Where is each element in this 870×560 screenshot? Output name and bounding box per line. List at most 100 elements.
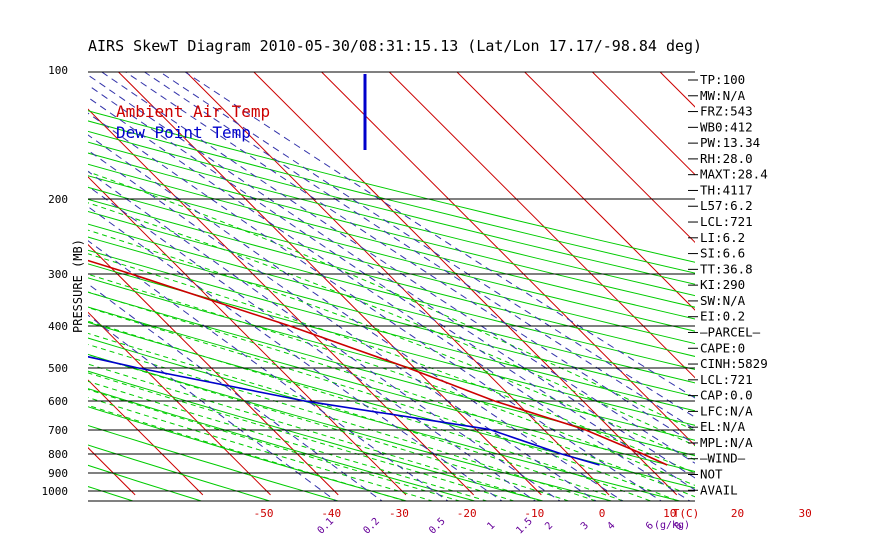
index-line: EI:0.2 (700, 309, 745, 324)
dry-adiabat-line (88, 198, 695, 357)
isotherm-line (118, 72, 542, 496)
index-line: —WIND— (700, 451, 746, 466)
mixing-ratio-line (184, 72, 695, 399)
index-line: TT:36.8 (700, 261, 753, 276)
moist-adiabat-line (88, 388, 462, 501)
moist-adiabat-line (88, 307, 680, 501)
pressure-tick-label: 1000 (42, 485, 69, 498)
index-line: LCL:721 (700, 372, 753, 387)
dry-adiabat-line (88, 120, 695, 274)
dry-adiabat-line (88, 353, 614, 501)
mixing-ratio-line (159, 72, 695, 418)
mixing-ratio-tick-label: 2 (543, 520, 555, 532)
index-line: SW:N/A (700, 293, 746, 308)
mixing-ratio-tick-label: 0.5 (427, 516, 448, 537)
dry-adiabat-line (88, 337, 682, 501)
pressure-tick-label: 500 (48, 362, 68, 375)
moist-adiabat-line (88, 171, 695, 432)
legend: Ambient Air Temp Dew Point Temp (116, 102, 270, 142)
index-line: MAXT:28.4 (700, 167, 768, 182)
mixing-ratio-line (88, 134, 624, 501)
pressure-tick-label: 300 (48, 268, 68, 281)
bottom-temperature-tick-label: 0 (599, 507, 606, 520)
isotherm-line (88, 379, 204, 496)
dry-adiabat-line (88, 321, 695, 489)
mixing-ratio-tick-label: 1 (485, 520, 497, 532)
index-line: CAP:0.0 (700, 388, 753, 403)
index-line: CINH:5829 (700, 356, 768, 371)
mixing-ratio-line (88, 74, 695, 479)
dry-adiabat-line (88, 236, 695, 398)
bottom-temperature-tick-label: -50 (254, 507, 274, 520)
index-line: —PARCEL— (700, 324, 761, 339)
bottom-temperature-tick-label: 10 (663, 507, 676, 520)
pressure-tick-label: 200 (48, 193, 68, 206)
dry-adiabat-line (88, 388, 477, 501)
index-line: RH:28.0 (700, 151, 753, 166)
dry-adiabat-line (88, 152, 695, 308)
dry-adiabat-line (88, 223, 695, 384)
moist-adiabat-line (88, 320, 653, 501)
isotherm-line (592, 72, 695, 176)
isotherm-line (321, 72, 695, 447)
dry-adiabat-line (88, 110, 695, 263)
dry-adiabat-line (88, 141, 695, 297)
bottom-temperature-tick-label: 20 (731, 507, 744, 520)
dew-point-temp-line (88, 355, 600, 466)
bottom-temperature-tick-label: -10 (524, 507, 544, 520)
bottom-temperature-tick-label: -20 (457, 507, 477, 520)
mixing-ratio-line (88, 112, 663, 501)
pressure-tick-label: 600 (48, 395, 68, 408)
dry-adiabat-line (88, 211, 695, 370)
chart-title: AIRS SkewT Diagram 2010-05-30/08:31:15.1… (88, 37, 702, 55)
mixing-ratio-tick-label: 4 (605, 520, 617, 532)
dry-adiabat-line (88, 424, 340, 501)
mixing-ratio-line (88, 283, 383, 501)
moist-adiabat-line (88, 273, 695, 486)
bottom-temperature-tick-label: -30 (389, 507, 409, 520)
mixing-ratio-line (88, 206, 503, 501)
mixing-ratio-line (88, 240, 449, 501)
sounding-profiles (88, 74, 668, 466)
isotherm-line (88, 176, 407, 496)
dry-adiabat-line (88, 130, 695, 285)
dry-adiabat-line (88, 306, 695, 473)
isotherm-line (388, 72, 695, 379)
index-line: LFC:N/A (700, 403, 753, 418)
index-line: TH:4117 (700, 182, 753, 197)
y-axis-label: PRESSURE (MB) (71, 239, 85, 333)
mixing-ratio-line (88, 170, 561, 501)
mixing-ratio-tick-label: 0.2 (361, 516, 382, 537)
moist-adiabat-line (88, 229, 695, 461)
mixing-ratio-line (144, 72, 695, 430)
ambient-air-temp-line (88, 259, 668, 466)
isotherm-line (456, 72, 695, 311)
pressure-tick-label: 800 (48, 448, 68, 461)
dry-adiabat-line (0, 72, 73, 504)
pressure-tick-label: 700 (48, 424, 68, 437)
mixing-ratio-line (88, 84, 695, 491)
index-line: LI:6.2 (700, 230, 745, 245)
stability-indices-panel: TP:100MW:N/AFRZ:543WB0:412PW:13.34RH:28.… (688, 72, 768, 497)
mixing-ratio-line (88, 185, 537, 501)
dry-adiabat-line (88, 249, 695, 412)
index-line: AVAIL (700, 482, 738, 497)
bottom-temperature-tick-label: 30 (799, 507, 812, 520)
dry-adiabat-line (88, 370, 546, 501)
index-line: CAPE:0 (700, 340, 745, 355)
legend-ambient-air-temp: Ambient Air Temp (116, 102, 270, 121)
dry-adiabat-line (88, 291, 695, 457)
index-line: NOT (700, 467, 723, 482)
dry-adiabat-line (88, 464, 204, 501)
bottom-temperature-tick-label: -40 (321, 507, 341, 520)
moist-adiabat-line (88, 354, 571, 501)
index-line: MW:N/A (700, 88, 746, 103)
moist-adiabat-line (88, 202, 695, 447)
index-line: L57:6.2 (700, 198, 753, 213)
dry-adiabat-line (88, 277, 695, 441)
moist-adiabat-line (88, 380, 489, 501)
index-line: WB0:412 (700, 119, 753, 134)
index-line: MPL:N/A (700, 435, 753, 450)
mixing-ratio-tick-label: 3 (579, 520, 591, 532)
dry-adiabat-line (88, 175, 695, 332)
